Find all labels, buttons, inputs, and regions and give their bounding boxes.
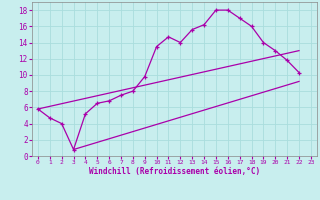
X-axis label: Windchill (Refroidissement éolien,°C): Windchill (Refroidissement éolien,°C) — [89, 167, 260, 176]
